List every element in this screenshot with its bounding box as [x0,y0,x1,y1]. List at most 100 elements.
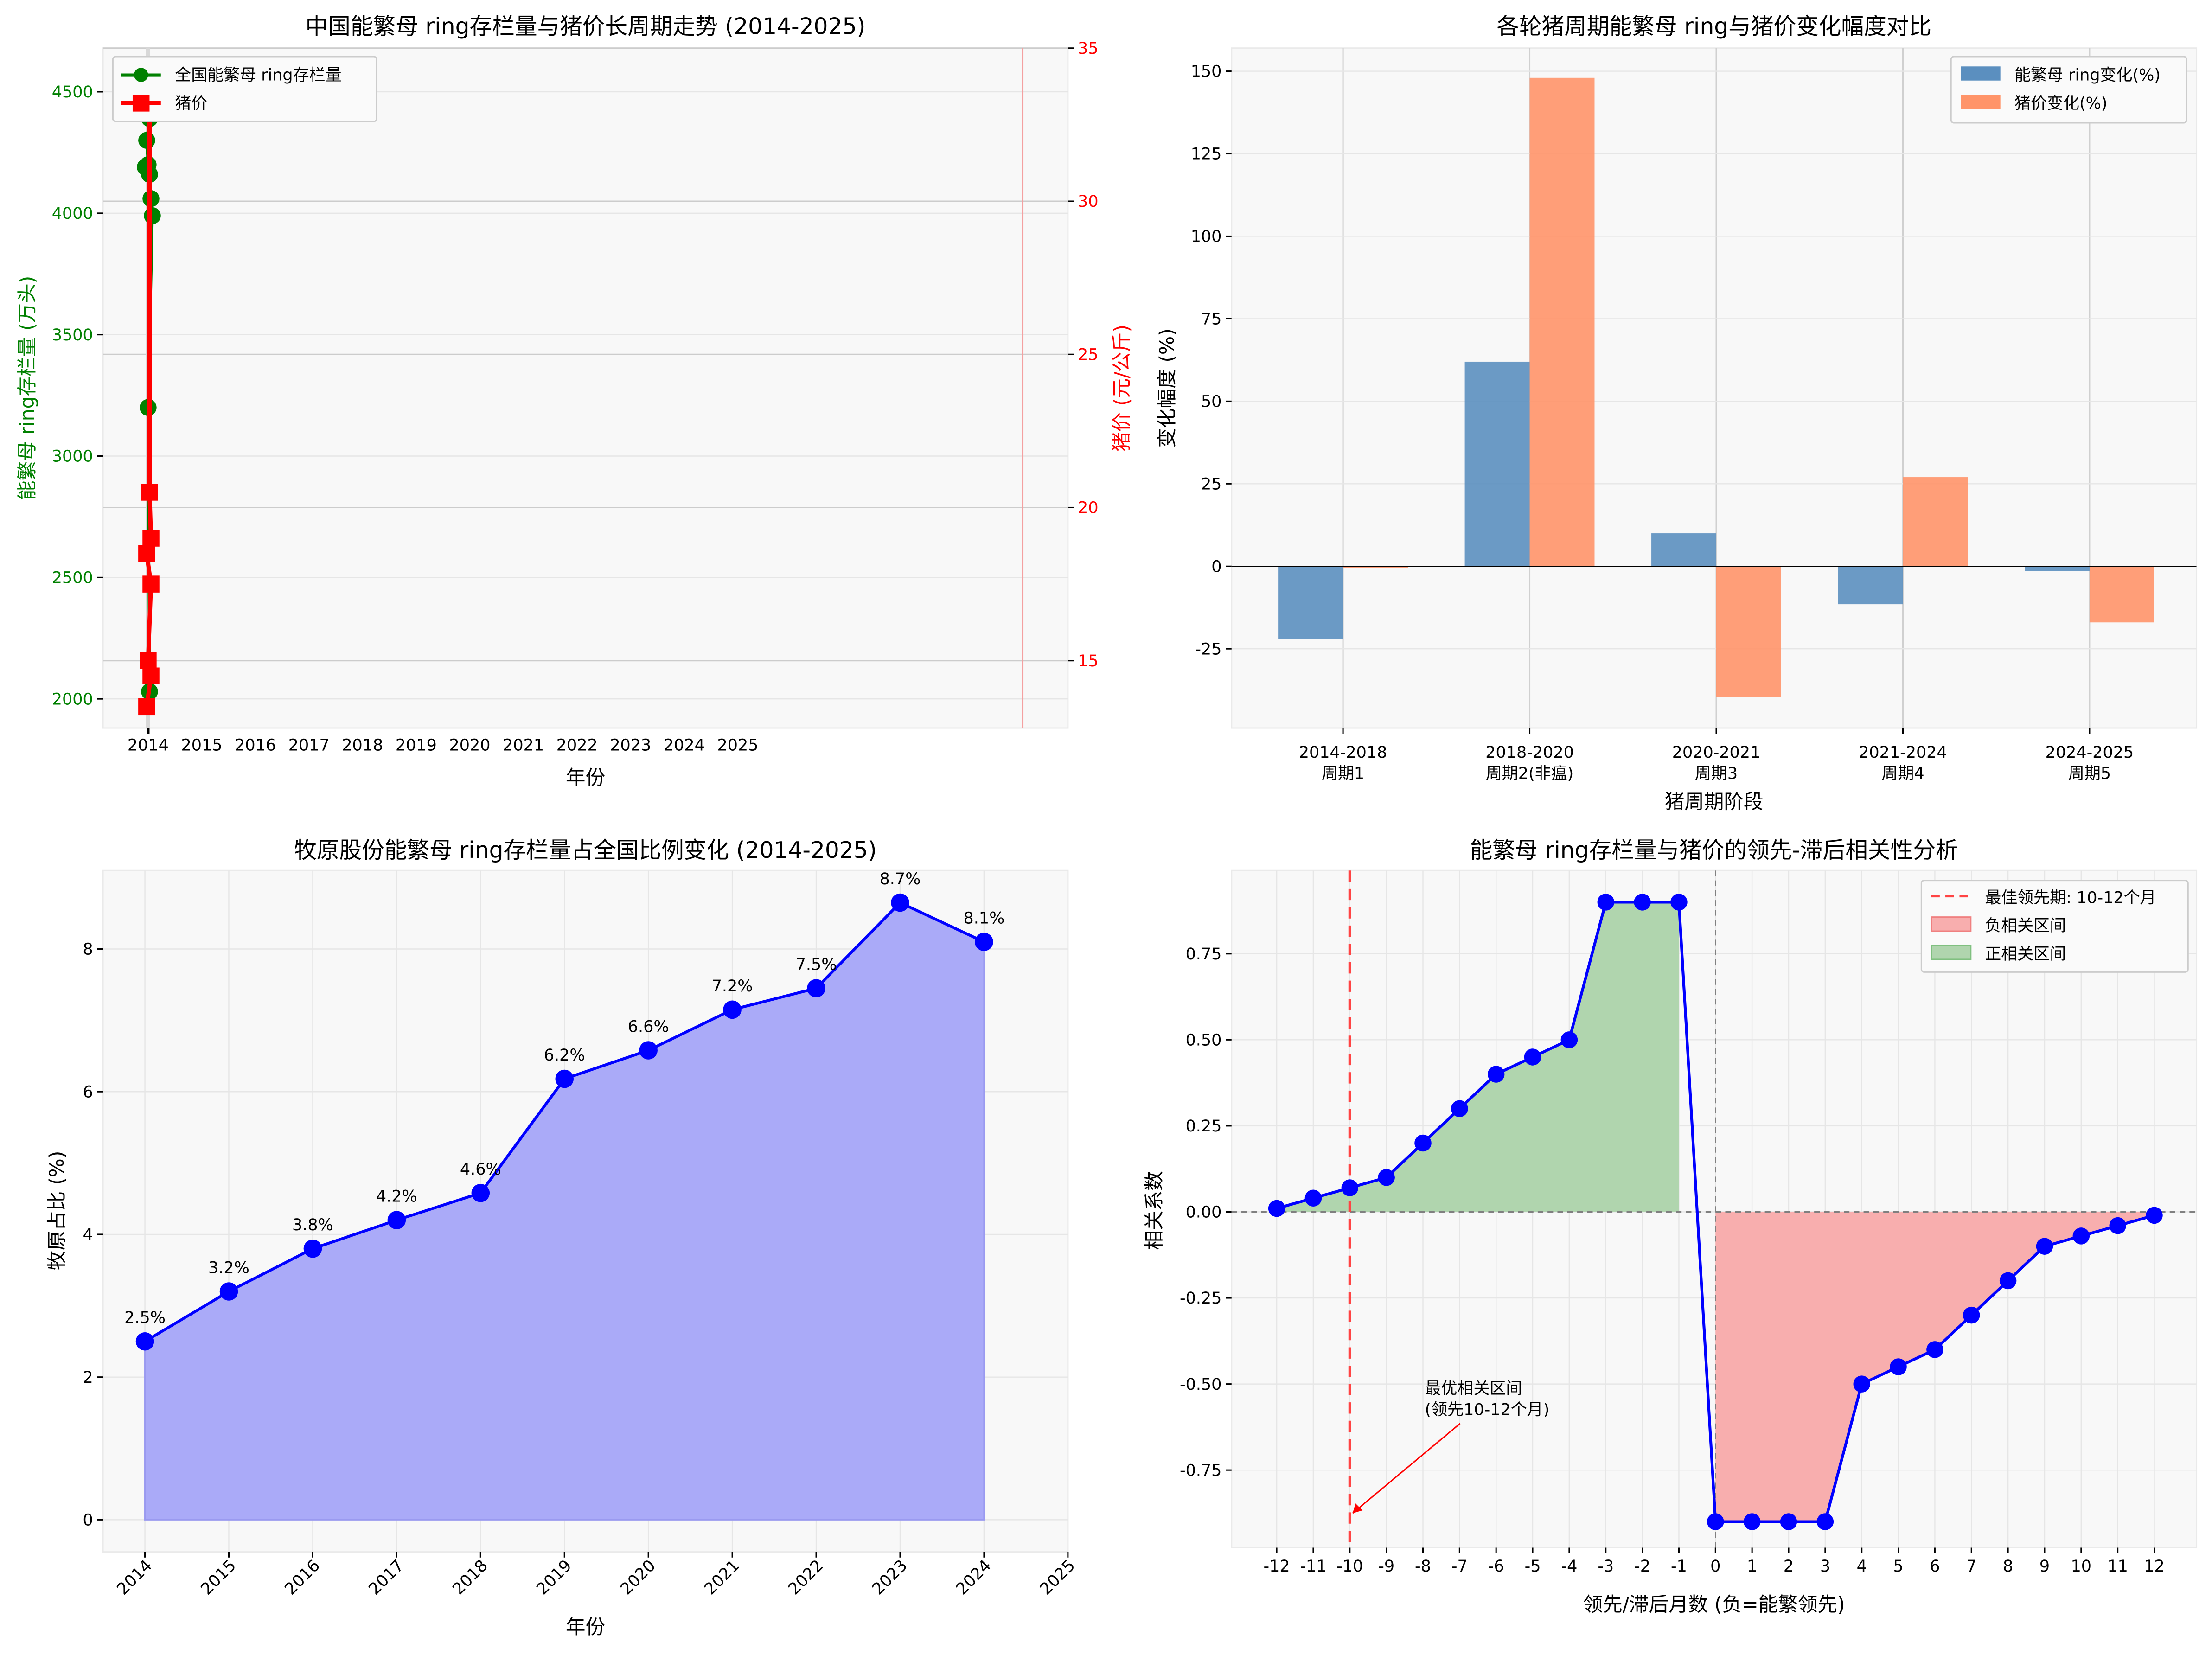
y-tick-label: 2000 [52,690,93,709]
chart-title: 中国能繁母 ring存栏量与猪价长周期走势 (2014-2025) [306,13,866,39]
correlation-point [1743,1513,1761,1530]
y-tick-label: -0.25 [1180,1289,1221,1308]
share-point [975,933,993,951]
x-tick-label: -3 [1598,1557,1614,1576]
plot-area [102,47,1069,729]
y-tick-label: -25 [1195,640,1221,658]
legend-marker-sows [134,68,148,82]
y-tick-label: 0.50 [1186,1031,1222,1050]
y-tick-label: 3000 [52,447,93,466]
y-axis-label: 变化幅度 (%) [1156,328,1179,448]
annotation-arrowhead [1352,1503,1363,1514]
x-tick-label: 2014 [128,736,169,755]
correlation-point [1341,1179,1359,1196]
y-tick-label: 0.25 [1186,1117,1222,1136]
x-tick-label: 5 [1893,1557,1903,1576]
x-tick-label: 2025 [717,736,759,755]
x-tick-label: 2021-2024 [1859,743,1947,762]
legend-label-price: 猪价 [175,95,207,113]
y-tick-label: 3500 [52,326,93,345]
x-tick-label: 2020 [617,1556,659,1598]
share-point [807,979,825,997]
legend-swatch-negative [1931,916,1972,932]
correlation-point [1414,1134,1432,1152]
panel-sow-price-trend: 中国能繁母 ring存栏量与猪价长周期走势 (2014-2025) 年份 能繁母… [16,13,1134,789]
x-tick-label: -11 [1300,1557,1326,1576]
chart-title: 能繁母 ring存栏量与猪价的领先-滞后相关性分析 [1470,837,1958,863]
y-tick-label: 125 [1191,145,1222,164]
correlation-point [1487,1066,1505,1083]
share-point [303,1239,322,1258]
correlation-point [1963,1306,1980,1324]
y-tick-label: -0.75 [1180,1461,1221,1480]
y-axis-label-right: 猪价 (元/公斤) [1111,325,1134,452]
legend-label: 负相关区间 [1985,917,2066,935]
x-tick-label: 4 [1857,1557,1867,1576]
legend-swatch [1961,66,2001,81]
y-axis-label-left: 能繁母 ring存栏量 (万头) [16,276,39,500]
bar [1651,533,1717,567]
y-tick-label: 4500 [52,83,93,102]
correlation-point [2072,1227,2090,1245]
x-tick-label-sub: 周期4 [1881,765,1924,783]
correlation-point [1304,1189,1322,1207]
y-tick-label: 150 [1191,63,1222,81]
x-tick-label: 2024 [664,736,705,755]
data-label: 8.1% [964,909,1005,928]
x-tick-label: -1 [1671,1557,1687,1576]
y-tick-label: 100 [1191,228,1222,246]
data-label: 4.6% [460,1160,501,1179]
price-point [142,530,160,547]
bar [1529,77,1595,567]
share-point [219,1282,238,1301]
x-tick-label-sub: 周期5 [2068,765,2111,783]
x-axis-label: 猪周期阶段 [1665,790,1764,813]
correlation-point [1268,1200,1285,1217]
annotation-text: (领先10-12个月) [1425,1401,1550,1419]
bar [1903,477,1968,567]
x-tick-label: 2014-2018 [1299,743,1387,762]
x-tick-label: -4 [1561,1557,1577,1576]
x-tick-label: 2015 [198,1556,240,1598]
price-point [142,575,160,593]
correlation-point [1707,1513,1724,1530]
x-tick-label-sub: 周期1 [1322,765,1364,783]
x-tick-label: -7 [1451,1557,1468,1576]
share-point [555,1069,574,1088]
x-tick-label: 2016 [281,1556,324,1598]
x-tick-label: 7 [1966,1557,1976,1576]
panel-cycle-comparison: 各轮猪周期能繁母 ring与猪价变化幅度对比 猪周期阶段 变化幅度 (%) -2… [1156,13,2198,813]
correlation-point [1780,1513,1797,1530]
data-label: 2.5% [124,1309,166,1327]
price-point [138,545,155,562]
x-tick-label: -10 [1336,1557,1363,1576]
y-tick-label: 6 [83,1083,93,1101]
share-point [639,1041,658,1060]
x-tick-label: -6 [1488,1557,1504,1576]
x-tick-label: -2 [1634,1557,1650,1576]
correlation-point [1999,1272,2017,1290]
share-point [135,1332,154,1351]
data-label: 7.5% [796,956,837,974]
correlation-point [1890,1358,1907,1375]
correlation-point [1634,894,1651,911]
y-tick-label: 4 [83,1226,93,1244]
panel-muyuan-share: 牧原股份能繁母 ring存栏量占全国比例变化 (2014-2025) 年份 牧原… [45,837,1079,1639]
bar [1464,361,1530,567]
share-point [723,1000,742,1019]
bar [1838,566,1903,605]
correlation-point [1816,1513,1834,1530]
positive-area [1277,902,1679,1212]
y-tick-label: 50 [1201,393,1222,411]
data-label: 6.2% [544,1046,585,1065]
x-tick-label: -12 [1264,1557,1290,1576]
x-tick-label: 0 [1710,1557,1720,1576]
correlation-point [1597,894,1615,911]
data-label: 3.2% [208,1259,249,1277]
price-point [141,484,158,501]
x-tick-label: 2025 [1036,1556,1079,1598]
bar [2089,566,2154,623]
